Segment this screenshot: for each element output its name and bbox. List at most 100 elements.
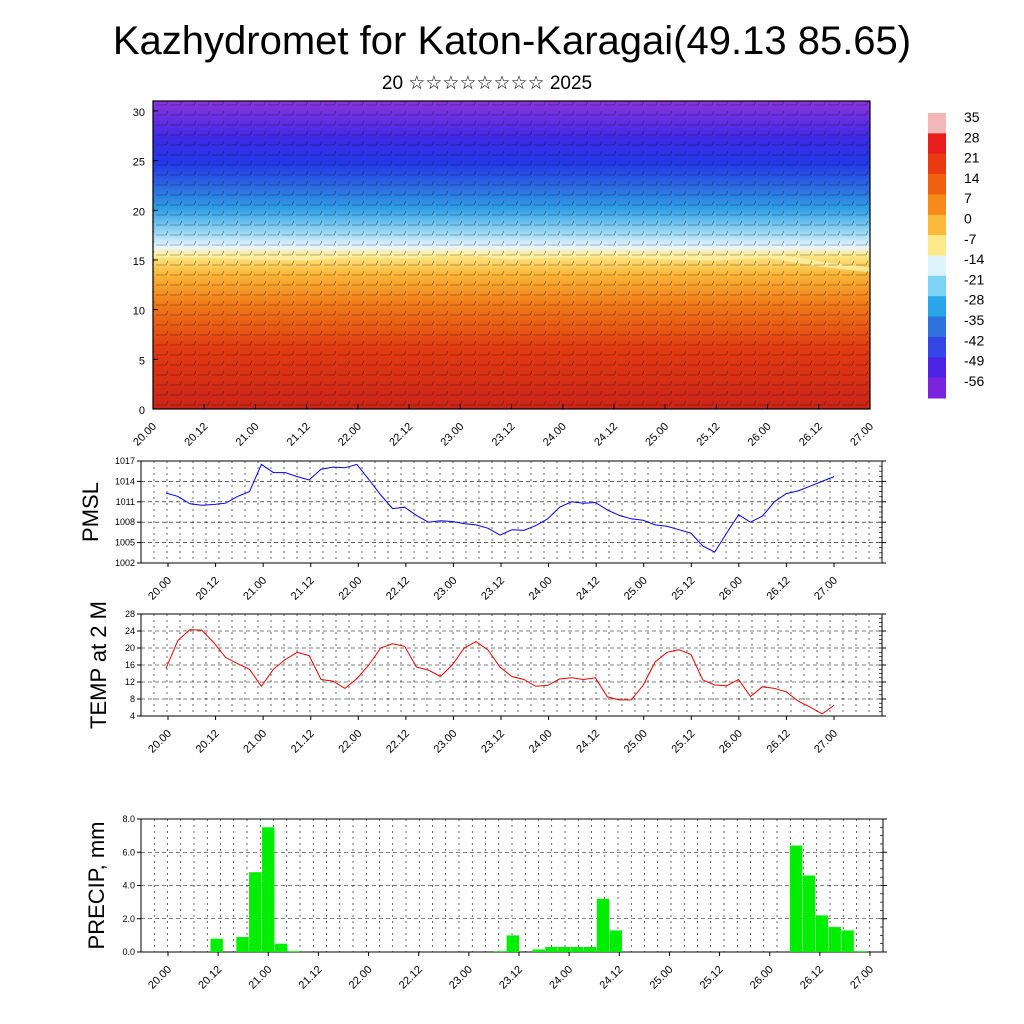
precip-bar [249, 872, 262, 952]
colorbar-label: -28 [964, 292, 984, 308]
x-tick-label: 22.12 [387, 421, 415, 449]
x-tick-label: 25.12 [695, 421, 723, 449]
colorbar-label: 0 [964, 211, 972, 227]
colorbar-swatch [928, 133, 946, 155]
colorbar-swatch [928, 235, 946, 256]
y-tick-label: 0.0 [122, 947, 135, 957]
x-tick-label: 21.12 [297, 964, 325, 992]
y-tick-label: 10 [133, 306, 145, 318]
y-tick-label: 1011 [116, 497, 135, 507]
x-tick-label: 25.12 [698, 964, 726, 992]
y-tick-label: 1008 [115, 517, 135, 527]
y-tick-label: 1014 [115, 476, 135, 486]
page-subtitle: 20 ☆☆☆☆☆☆☆☆ 2025 [381, 73, 593, 94]
pmsl-series-line [165, 463, 835, 553]
x-tick-label: 24.00 [541, 421, 569, 449]
y-tick-label: 28 [125, 609, 135, 619]
x-tick-label: 26.00 [717, 575, 745, 603]
y-tick-label: 8.0 [122, 814, 135, 824]
x-tick-label: 24.00 [547, 964, 575, 992]
y-axis-title: PMSL [78, 482, 103, 542]
x-tick-label: 26.12 [765, 728, 793, 756]
x-tick-label: 27.00 [848, 421, 876, 449]
pmsl-panel: 1002 1005 1008 1011 1014 1017 20.00 20.12 21.00 2… [78, 456, 886, 603]
precip-bar [841, 930, 854, 952]
x-tick-label: 23.12 [479, 575, 507, 603]
precip-bar [545, 947, 558, 952]
precip-panel: 0.0 2.0 4.0 6.0 8.0 20.00 20.12 21.00 21.12 22.00… [84, 814, 887, 992]
colorbar-swatch [928, 336, 946, 358]
x-tick-label: 23.12 [479, 728, 507, 756]
y-tick-label: 25 [133, 157, 145, 169]
colorbar-label: 14 [964, 170, 980, 186]
precip-bar [828, 927, 841, 952]
colorbar-label: 7 [964, 190, 972, 206]
colorbar-swatch [928, 255, 946, 277]
precip-bar [558, 947, 571, 952]
x-tick-label: 20.00 [131, 421, 159, 449]
x-tick-label: 20.12 [194, 728, 222, 756]
y-tick-label: 4 [130, 711, 135, 721]
y-tick-label: 16 [125, 660, 135, 670]
y-tick-label: 20 [133, 206, 145, 218]
x-tick-label: 27.00 [848, 964, 876, 992]
y-tick-label: 12 [125, 677, 135, 687]
x-tick-label: 21.00 [241, 575, 269, 603]
x-tick-label: 21.12 [289, 728, 317, 756]
colorbar-swatch [928, 113, 946, 134]
x-tick-label: 22.12 [397, 964, 425, 992]
colorbar-label: -42 [964, 332, 984, 348]
x-tick-label: 20.00 [146, 964, 174, 992]
x-tick-label: 24.00 [527, 728, 555, 756]
x-tick-label: 26.12 [797, 421, 825, 449]
x-tick-label: 25.00 [622, 575, 650, 603]
x-tick-label: 26.00 [748, 964, 776, 992]
x-tick-label: 21.00 [241, 728, 269, 756]
panel-frame [140, 613, 883, 717]
y-tick-label: 20 [125, 643, 135, 653]
colorbar-label: -21 [964, 271, 984, 287]
colorbar-label: -49 [964, 353, 984, 369]
x-tick-label: 22.12 [384, 728, 412, 756]
precip-bar [506, 935, 519, 952]
x-tick-label: 26.12 [765, 575, 793, 603]
y-tick-label: 24 [125, 626, 135, 636]
x-tick-label: 22.00 [336, 575, 364, 603]
x-tick-label: 25.12 [669, 728, 697, 756]
x-tick-label: 25.12 [669, 575, 697, 603]
x-tick-label: 20.12 [194, 575, 222, 603]
temp-series-line [165, 629, 835, 715]
colorbar-swatch [928, 194, 946, 216]
colorbar-label: 35 [964, 109, 980, 125]
colorbar-swatch [928, 153, 946, 175]
x-tick-label: 27.00 [812, 728, 840, 756]
colorbar-swatch [928, 316, 946, 338]
y-tick-label: 0 [139, 405, 145, 417]
precip-bar [596, 898, 610, 952]
temp-panel: 4 8 12 16 20 24 28 20.00 20.12 21.00 21.12 22.00 22.… [86, 601, 886, 756]
precip-bar [789, 845, 803, 952]
x-tick-label: 21.00 [246, 964, 274, 992]
x-tick-label: 23.00 [438, 421, 466, 449]
x-tick-label: 20.00 [146, 728, 174, 756]
colorbar-label: 21 [964, 150, 980, 166]
x-tick-label: 23.12 [497, 964, 525, 992]
colorbar-label: -7 [964, 231, 977, 247]
precip-bar [815, 915, 828, 952]
y-tick-label: 2.0 [122, 914, 135, 924]
colorbar-label: 28 [964, 129, 980, 145]
x-tick-label: 23.00 [432, 728, 460, 756]
x-tick-label: 23.00 [447, 964, 475, 992]
page-title: Kazhydromet for Katon-Karagai(49.13 85.6… [112, 19, 912, 63]
x-tick-label: 26.00 [717, 728, 745, 756]
precip-bar [854, 951, 867, 952]
wind-barbs-overlay [153, 101, 870, 409]
x-tick-label: 20.00 [146, 575, 174, 603]
y-tick-label: 1002 [115, 558, 135, 568]
colorbar-label: -14 [964, 251, 984, 267]
x-tick-label: 24.12 [592, 421, 620, 449]
x-tick-label: 22.00 [336, 421, 364, 449]
colorbar-swatch [928, 377, 946, 399]
y-tick-label: 15 [133, 256, 145, 268]
x-tick-label: 24.12 [597, 964, 625, 992]
